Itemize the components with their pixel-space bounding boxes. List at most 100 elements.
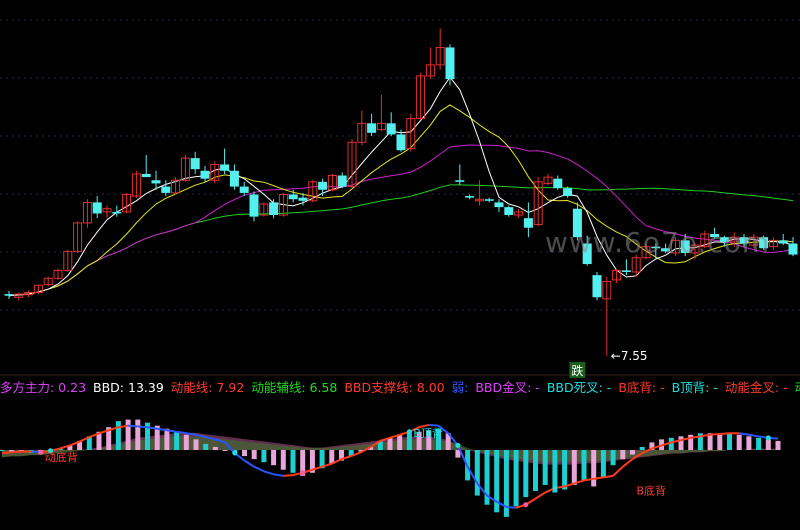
indicator-bar bbox=[765, 439, 771, 450]
bbd-line-segment bbox=[243, 459, 255, 468]
candle-body-up bbox=[102, 208, 112, 213]
indicator-bar bbox=[290, 450, 296, 473]
indicator-bar bbox=[193, 439, 199, 450]
bbd-line-segment bbox=[176, 430, 187, 435]
bbd-line-segment bbox=[283, 474, 294, 477]
indicator-bar bbox=[203, 443, 209, 450]
bbd-line-segment bbox=[360, 446, 372, 454]
candle-body-down bbox=[386, 123, 396, 135]
legend-item: BBD: 13.39 bbox=[93, 380, 164, 395]
legend-item: 多方主力: 0.23 bbox=[0, 380, 87, 395]
bbd-line-segment bbox=[603, 474, 614, 479]
indicator-bar bbox=[600, 450, 606, 478]
indicator-bar bbox=[0, 450, 5, 451]
candle-body-down bbox=[582, 243, 592, 265]
candle-body-down bbox=[229, 170, 239, 187]
bbd-line-segment bbox=[671, 439, 682, 444]
indicator-bar bbox=[678, 436, 684, 450]
candle-body-up bbox=[670, 239, 680, 254]
bbd-line-segment bbox=[205, 436, 216, 441]
ma-line-mid bbox=[8, 144, 794, 297]
bbd-line-segment bbox=[215, 438, 226, 444]
bbd-line-segment bbox=[59, 444, 71, 450]
legend-item: B底背: - bbox=[618, 380, 665, 395]
candle-body-down bbox=[367, 123, 377, 133]
candle-body-up bbox=[327, 175, 337, 191]
indicator-bar bbox=[746, 436, 752, 450]
candle-body-up bbox=[749, 236, 759, 246]
bottom-divergence-label: 动底背 bbox=[45, 450, 78, 464]
indicator-bar bbox=[775, 440, 781, 450]
candle-body-up bbox=[53, 269, 63, 279]
candle-body-up bbox=[210, 163, 220, 181]
indicator-bar bbox=[581, 450, 587, 481]
indicator-bar bbox=[67, 445, 73, 450]
bbd-line-segment bbox=[186, 432, 197, 436]
candle-body-down bbox=[651, 246, 661, 249]
bbd-line-segment bbox=[157, 427, 168, 432]
bbd-line-segment bbox=[622, 458, 634, 468]
indicator-bar bbox=[591, 450, 597, 487]
candle-body-down bbox=[190, 158, 200, 170]
indicator-bar bbox=[552, 450, 558, 493]
bbd-line-segment bbox=[748, 433, 759, 438]
candle-body-up bbox=[690, 244, 700, 254]
indicator-bar bbox=[309, 450, 315, 473]
bbd-line-segment bbox=[137, 425, 148, 429]
bbd-line-segment bbox=[506, 506, 517, 509]
bbd-line-segment bbox=[661, 441, 672, 447]
candle-body-up bbox=[63, 250, 73, 271]
indicator-bar bbox=[707, 433, 713, 450]
bbd-marker bbox=[48, 448, 53, 454]
indicator-bar bbox=[610, 450, 616, 466]
candle-body-down bbox=[572, 208, 582, 238]
candle-body-down bbox=[269, 202, 279, 216]
indicator-bar bbox=[649, 442, 655, 450]
indicator-bar bbox=[358, 450, 364, 452]
bbd-line-segment bbox=[263, 470, 274, 476]
bbd-line-segment bbox=[370, 440, 381, 448]
candle-body-down bbox=[445, 47, 455, 80]
bbd-line-segment bbox=[641, 447, 653, 454]
candle-body-up bbox=[357, 122, 367, 143]
candle-body-down bbox=[141, 173, 151, 178]
candle-body-down bbox=[239, 186, 249, 193]
candle-body-down bbox=[337, 175, 347, 187]
indicator-bar bbox=[436, 428, 441, 450]
indicator-bar bbox=[96, 431, 102, 450]
indicator-bar bbox=[86, 436, 92, 450]
candle-body-up bbox=[474, 198, 484, 202]
bbd-line-segment bbox=[476, 482, 488, 497]
indicator-bar bbox=[542, 450, 548, 485]
bbd-line-segment bbox=[118, 424, 129, 429]
indicator-bar bbox=[445, 433, 451, 450]
candle-body-up bbox=[729, 236, 739, 243]
candle-body-up bbox=[612, 269, 622, 281]
candle-body-up bbox=[700, 233, 710, 248]
candle-body-down bbox=[739, 237, 749, 244]
bbd-line-segment bbox=[486, 494, 498, 503]
indicator-bar bbox=[300, 450, 306, 476]
indicator-bar bbox=[533, 450, 538, 492]
candle-body-down bbox=[396, 134, 406, 151]
indicator-bar bbox=[668, 437, 674, 450]
bbd-line-segment bbox=[651, 444, 662, 450]
candle-body-up bbox=[533, 181, 543, 226]
candle-body-down bbox=[298, 197, 308, 201]
bbd-marker bbox=[552, 485, 558, 491]
indicator-bar bbox=[717, 434, 723, 450]
indicator-bar bbox=[106, 427, 112, 450]
candle-body-down bbox=[249, 194, 259, 217]
indicator-bar bbox=[261, 450, 267, 463]
indicator-bar bbox=[329, 450, 335, 464]
bbd-marker bbox=[232, 450, 238, 456]
candle-body-up bbox=[82, 201, 92, 224]
candle-body-up bbox=[122, 193, 132, 213]
candle-body-up bbox=[406, 118, 416, 150]
signal-badge-bg bbox=[569, 362, 586, 378]
indicator-bar bbox=[377, 440, 383, 450]
bbd-marker bbox=[455, 442, 461, 448]
candle-body-down bbox=[661, 248, 671, 252]
bbd-line-segment bbox=[69, 440, 80, 447]
